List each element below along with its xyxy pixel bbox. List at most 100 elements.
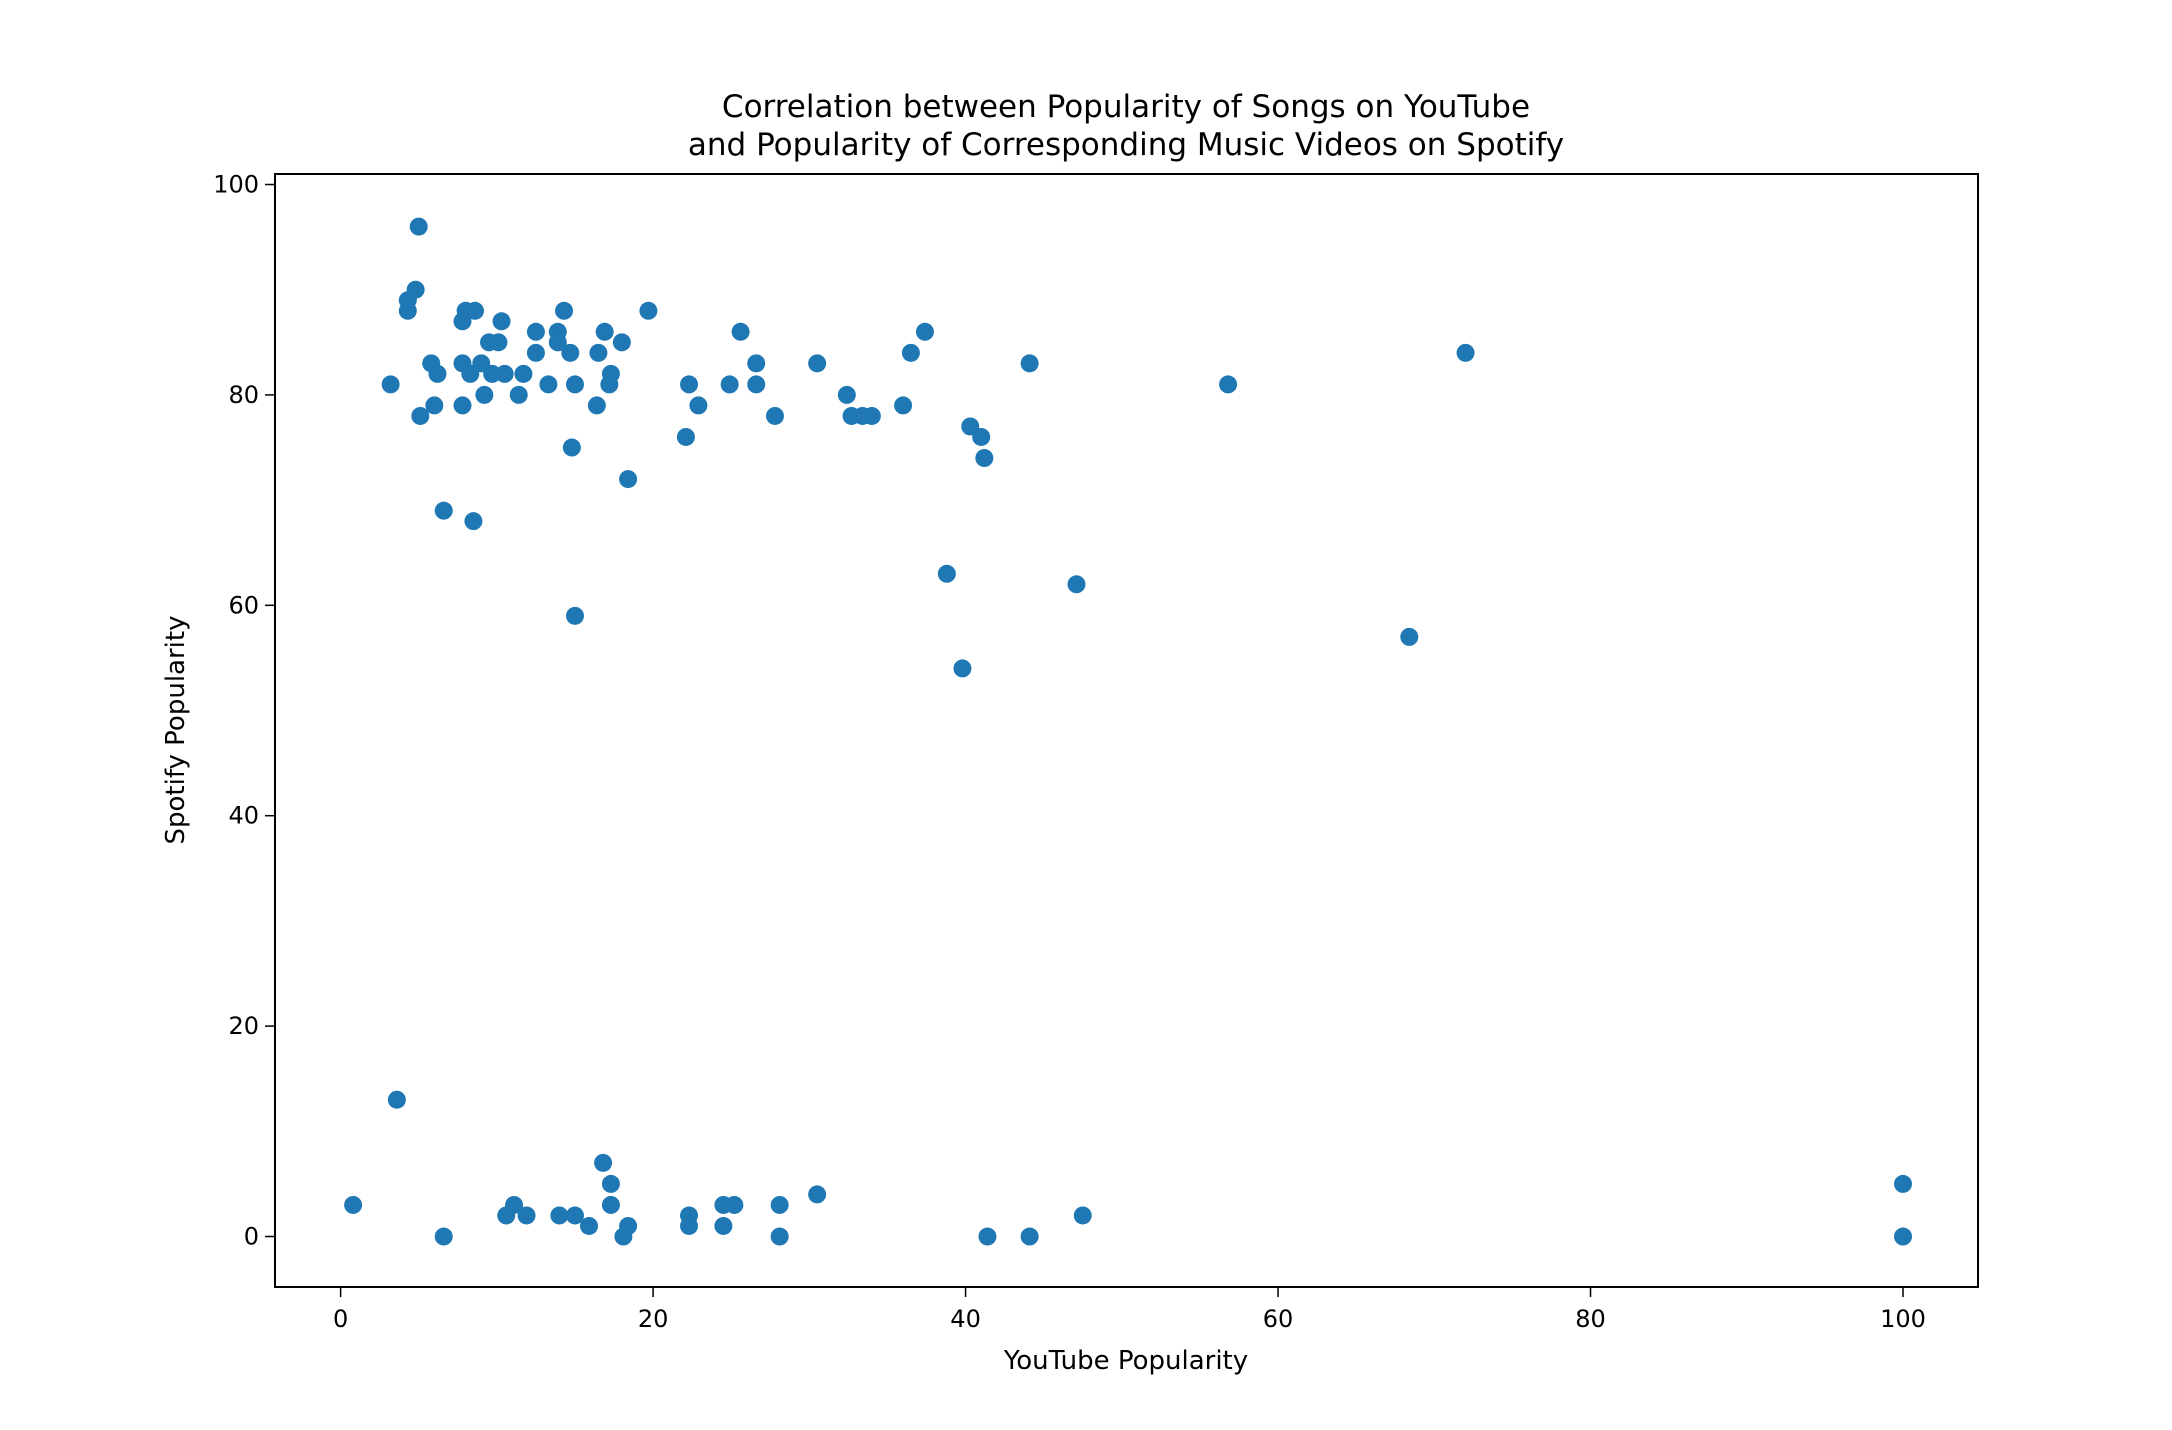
data-point-60 xyxy=(562,438,581,457)
data-point-61 xyxy=(975,449,994,468)
data-point-80 xyxy=(770,1195,789,1214)
data-point-23 xyxy=(1456,343,1475,362)
y-tick-label-5: 100 xyxy=(213,171,259,199)
data-point-40 xyxy=(680,375,699,394)
data-point-77 xyxy=(601,1195,620,1214)
data-point-44 xyxy=(475,385,494,404)
y-tick-label-3: 60 xyxy=(228,591,259,619)
y-tick-label-1: 20 xyxy=(228,1012,259,1040)
data-point-9 xyxy=(492,312,511,331)
data-point-37 xyxy=(539,375,558,394)
x-tick-label-2: 40 xyxy=(950,1305,981,1333)
data-point-18 xyxy=(612,333,631,352)
data-point-66 xyxy=(1067,575,1086,594)
data-point-90 xyxy=(714,1216,733,1235)
data-point-36 xyxy=(381,375,400,394)
data-point-6 xyxy=(555,301,574,320)
data-point-29 xyxy=(1020,354,1039,373)
chart-title-line-2: and Popularity of Corresponding Music Vi… xyxy=(688,127,1564,163)
x-axis-label: YouTube Popularity xyxy=(1003,1346,1248,1376)
data-point-42 xyxy=(747,375,766,394)
data-point-10 xyxy=(526,322,545,341)
data-point-50 xyxy=(689,396,708,415)
data-point-79 xyxy=(725,1195,744,1214)
data-point-0 xyxy=(409,217,428,236)
data-point-89 xyxy=(680,1216,699,1235)
data-point-21 xyxy=(589,343,608,362)
data-point-71 xyxy=(594,1153,613,1172)
data-point-3 xyxy=(398,301,417,320)
data-point-31 xyxy=(461,364,480,383)
data-point-43 xyxy=(1219,375,1238,394)
data-point-27 xyxy=(747,354,766,373)
data-point-46 xyxy=(837,385,856,404)
data-point-49 xyxy=(587,396,606,415)
chart-title-line-1: Correlation between Popularity of Songs … xyxy=(722,89,1530,125)
data-point-83 xyxy=(550,1206,569,1225)
data-point-5 xyxy=(465,301,484,320)
x-tick-label-1: 20 xyxy=(638,1305,669,1333)
data-point-73 xyxy=(1894,1174,1913,1193)
data-point-16 xyxy=(489,333,508,352)
data-point-53 xyxy=(765,406,784,425)
data-point-56 xyxy=(862,406,881,425)
y-tick-label-2: 40 xyxy=(228,802,259,830)
data-point-8 xyxy=(453,312,472,331)
x-axis-ticks: 0 20 40 60 80 100 xyxy=(333,1287,1926,1333)
data-point-67 xyxy=(565,606,584,625)
data-point-64 xyxy=(464,512,483,531)
y-axis-label: Spotify Popularity xyxy=(161,616,191,845)
data-points xyxy=(344,217,1913,1246)
data-point-74 xyxy=(808,1185,827,1204)
x-tick-label-0: 0 xyxy=(333,1305,348,1333)
data-point-22 xyxy=(901,343,920,362)
data-point-95 xyxy=(1020,1227,1039,1246)
data-point-70 xyxy=(387,1090,406,1109)
data-point-52 xyxy=(411,406,430,425)
data-point-68 xyxy=(1400,627,1419,646)
data-point-19 xyxy=(526,343,545,362)
data-point-41 xyxy=(720,375,739,394)
data-point-51 xyxy=(894,396,913,415)
data-point-87 xyxy=(580,1216,599,1235)
plot-frame xyxy=(274,173,1979,1288)
y-tick-label-4: 80 xyxy=(228,381,259,409)
data-point-30 xyxy=(428,364,447,383)
data-point-72 xyxy=(601,1174,620,1193)
data-point-34 xyxy=(514,364,533,383)
data-point-59 xyxy=(972,427,991,446)
data-point-38 xyxy=(565,375,584,394)
data-point-28 xyxy=(808,354,827,373)
data-point-13 xyxy=(731,322,750,341)
data-point-12 xyxy=(595,322,614,341)
data-point-62 xyxy=(619,470,638,489)
data-point-48 xyxy=(453,396,472,415)
x-tick-label-4: 80 xyxy=(1575,1305,1606,1333)
data-point-63 xyxy=(434,501,453,520)
data-point-96 xyxy=(1894,1227,1913,1246)
x-tick-label-3: 60 xyxy=(1263,1305,1294,1333)
data-point-75 xyxy=(344,1195,363,1214)
data-point-14 xyxy=(915,322,934,341)
data-point-93 xyxy=(770,1227,789,1246)
data-point-86 xyxy=(1073,1206,1092,1225)
data-point-65 xyxy=(937,564,956,583)
data-point-45 xyxy=(509,385,528,404)
data-point-92 xyxy=(614,1227,633,1246)
data-point-32 xyxy=(483,364,502,383)
data-point-82 xyxy=(517,1206,536,1225)
data-point-94 xyxy=(978,1227,997,1246)
y-axis-ticks: 0 20 40 60 80 100 xyxy=(213,171,275,1251)
data-point-81 xyxy=(497,1206,516,1225)
y-tick-label-0: 0 xyxy=(244,1223,259,1251)
data-point-69 xyxy=(953,659,972,678)
data-point-7 xyxy=(639,301,658,320)
data-point-91 xyxy=(434,1227,453,1246)
data-point-58 xyxy=(676,427,695,446)
data-point-17 xyxy=(548,333,567,352)
data-point-47 xyxy=(425,396,444,415)
data-point-39 xyxy=(600,375,619,394)
data-point-84 xyxy=(565,1206,584,1225)
data-point-33 xyxy=(495,364,514,383)
